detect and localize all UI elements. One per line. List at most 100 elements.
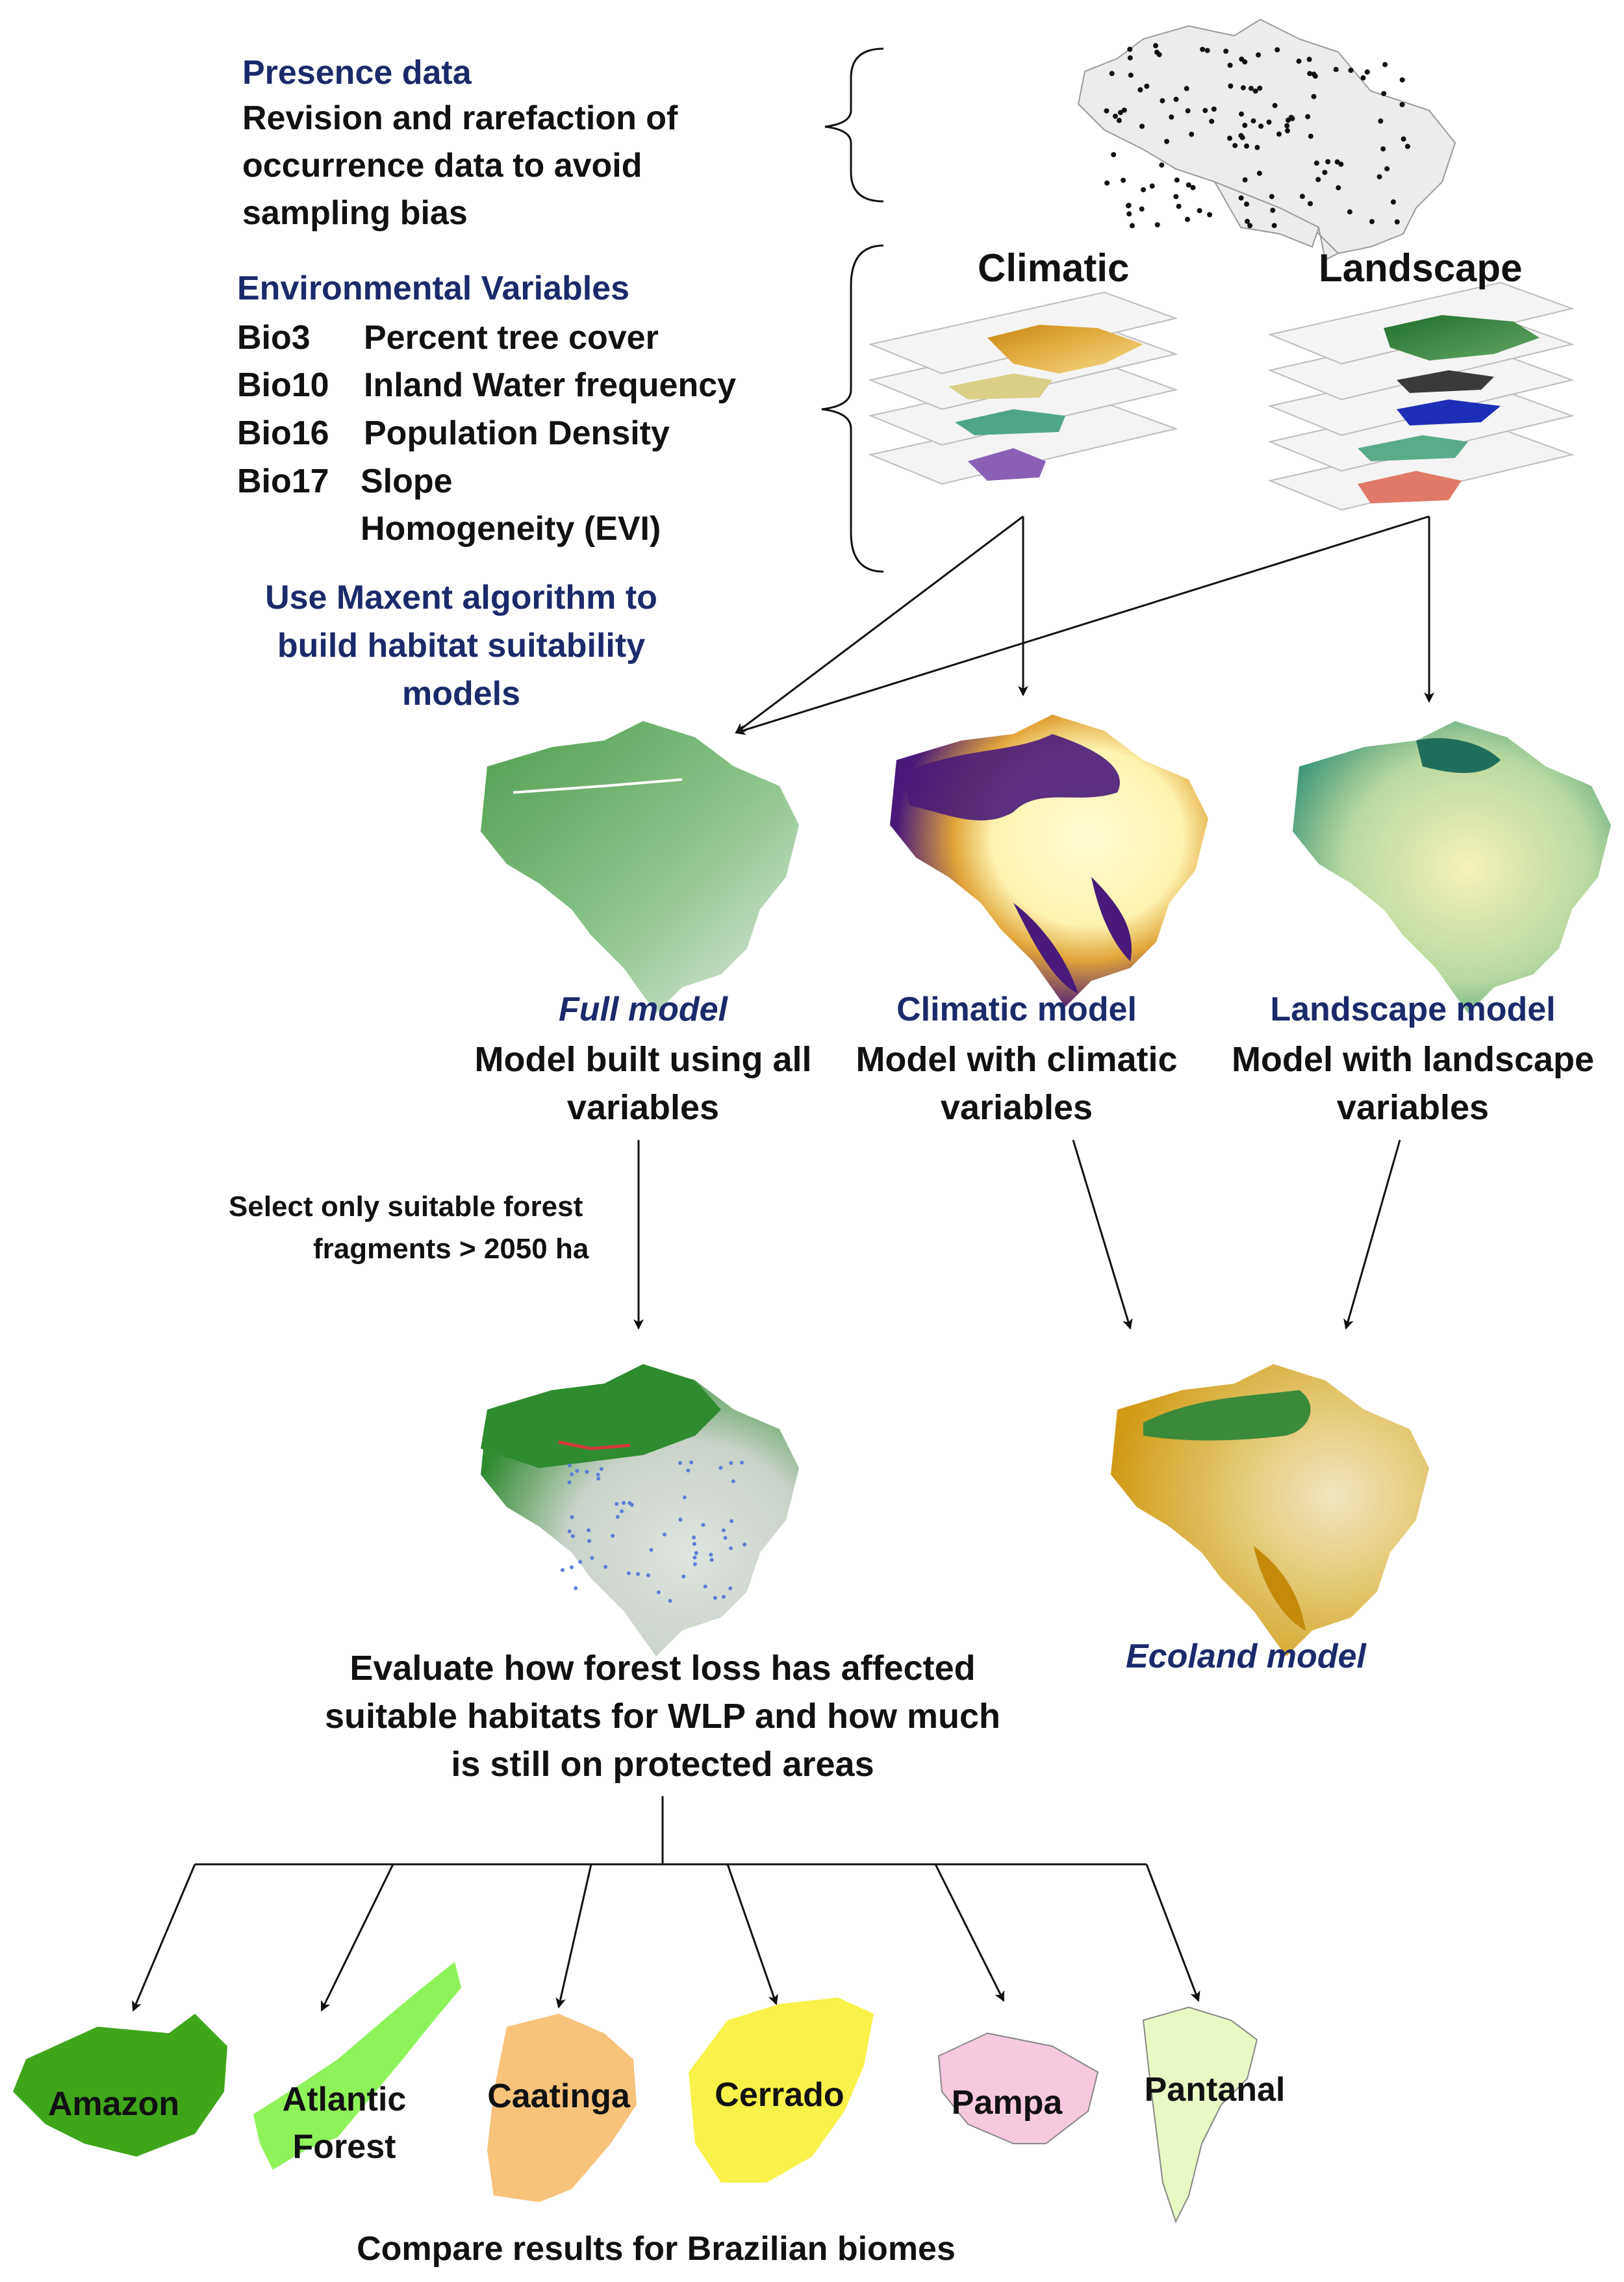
occurrence-point	[1116, 118, 1122, 123]
fragment-speck	[575, 1469, 579, 1473]
occurrence-point	[1336, 185, 1341, 191]
biome-label-pampa: Pampa	[951, 2084, 1063, 2122]
occurrence-point	[1139, 206, 1145, 212]
occurrence-point	[1252, 88, 1258, 94]
biome-shape-atlantic-forest	[253, 1962, 461, 2170]
occurrence-point	[1238, 133, 1244, 138]
fragment-speck	[663, 1532, 667, 1537]
select-step-line-2: fragments > 2050 ha	[313, 1233, 589, 1265]
occurrence-point	[1126, 211, 1132, 217]
fragment-speck	[701, 1523, 705, 1527]
fragment-speck	[729, 1546, 733, 1551]
fragment-speck	[567, 1529, 572, 1534]
select-step-line-1: Select only suitable forest	[229, 1191, 583, 1223]
fragment-speck	[678, 1517, 683, 1522]
occurrence-point	[1334, 159, 1340, 165]
landscape-model-title: Landscape model	[1270, 991, 1556, 1028]
occurrence-point	[1184, 86, 1189, 92]
occurrence-point	[1322, 170, 1328, 175]
fragment-speck	[567, 1480, 572, 1485]
fragment-speck	[692, 1555, 697, 1560]
occurrence-point	[1207, 212, 1213, 218]
occurrence-point	[1154, 222, 1160, 227]
occurrence-point	[1211, 107, 1217, 112]
biome-connector	[132, 1796, 1200, 2012]
forest-fragments-map	[481, 1364, 799, 1656]
occurrence-point	[1223, 48, 1229, 54]
occurrence-point	[1204, 47, 1210, 53]
occurrence-point	[1173, 96, 1179, 102]
footer-caption: Compare results for Brazilian biomes	[357, 2230, 956, 2268]
biome-shape-cerrado	[689, 1997, 874, 2183]
fragment-speck	[622, 1501, 626, 1505]
occurrence-point	[1137, 87, 1143, 93]
landscape-group-title: Landscape	[1319, 246, 1523, 290]
fragment-speck	[590, 1556, 594, 1560]
fragment-speck	[611, 1534, 615, 1538]
occurrence-point	[1160, 98, 1165, 104]
fragment-speck	[599, 1467, 603, 1471]
variable-name: Percent tree cover	[364, 319, 659, 357]
evaluate-line-3: is still on protected areas	[451, 1745, 874, 1784]
landscape-model-desc-2: variables	[1336, 1088, 1490, 1127]
occurrence-point	[1141, 187, 1146, 193]
presence-line-3: sampling bias	[242, 194, 468, 232]
presence-line-2: occurrence data to avoid	[242, 147, 642, 184]
fragment-speck	[729, 1461, 733, 1465]
occurrence-point	[1109, 71, 1115, 77]
fragment-speck	[574, 1586, 578, 1590]
occurrence-point	[1244, 201, 1249, 207]
variable-row: Bio16 Population Density	[237, 414, 670, 453]
fragment-speck	[718, 1465, 723, 1470]
fragment-speck	[567, 1464, 572, 1467]
presence-heading: Presence data	[242, 54, 472, 92]
fragment-speck	[740, 1460, 744, 1465]
fragment-speck	[649, 1548, 653, 1552]
biome-label-atlantic-line-1: Atlantic	[282, 2081, 407, 2118]
presence-brace	[824, 47, 884, 203]
variable-row: Bio3 Percent tree cover	[237, 318, 659, 357]
variable-name: Slope	[361, 463, 453, 500]
environmental-heading: Environmental Variables	[237, 270, 630, 307]
biome-label-atlantic-line-2: Forest	[292, 2128, 396, 2166]
occurrence-point	[1399, 102, 1405, 107]
variable-code: Bio16	[237, 414, 329, 452]
fragment-speck	[636, 1572, 641, 1577]
occurrence-point	[1313, 160, 1319, 166]
occurrence-point	[1247, 223, 1253, 229]
fragment-speck	[731, 1479, 735, 1484]
occurrence-point	[1139, 123, 1145, 129]
occurrence-point	[1154, 49, 1160, 55]
fragment-speck	[620, 1509, 624, 1514]
landscape-model-map	[1293, 721, 1611, 1013]
climatic-model-desc-1: Model with climatic	[856, 1040, 1178, 1079]
full-model-desc-1: Model built using all	[474, 1040, 812, 1079]
biome-shape-pantanal	[1142, 2006, 1258, 2224]
climatic-group-title: Climatic	[978, 246, 1130, 290]
occurrence-point	[1127, 46, 1133, 52]
fragment-speck	[561, 1568, 565, 1572]
occurrence-point	[1186, 182, 1191, 188]
biome-label-cerrado: Cerrado	[715, 2076, 844, 2114]
occurrence-point	[1112, 113, 1118, 119]
variable-name: Homogeneity (EVI)	[361, 510, 661, 548]
fragment-speck	[689, 1460, 694, 1465]
fragment-speck	[668, 1599, 672, 1603]
fragment-speck	[570, 1472, 574, 1477]
occurrence-point	[1399, 77, 1405, 82]
occurrence-point	[1305, 114, 1311, 120]
occurrence-point	[1149, 183, 1155, 189]
occurrence-point	[1164, 138, 1170, 144]
full-model-desc-2: variables	[566, 1088, 720, 1127]
occurrence-point	[1244, 143, 1249, 149]
occurrence-point	[1248, 86, 1254, 92]
occurrence-point	[1266, 120, 1272, 125]
variable-code: Bio17	[237, 463, 329, 500]
variable-code: Bio10	[237, 366, 329, 404]
fragment-speck	[626, 1571, 631, 1575]
full-model-map	[481, 721, 799, 1013]
occurrence-point	[1111, 152, 1117, 158]
biome-shape-amazon	[13, 2014, 227, 2157]
fragment-speck	[615, 1502, 619, 1506]
occurrence-point	[1258, 123, 1264, 129]
